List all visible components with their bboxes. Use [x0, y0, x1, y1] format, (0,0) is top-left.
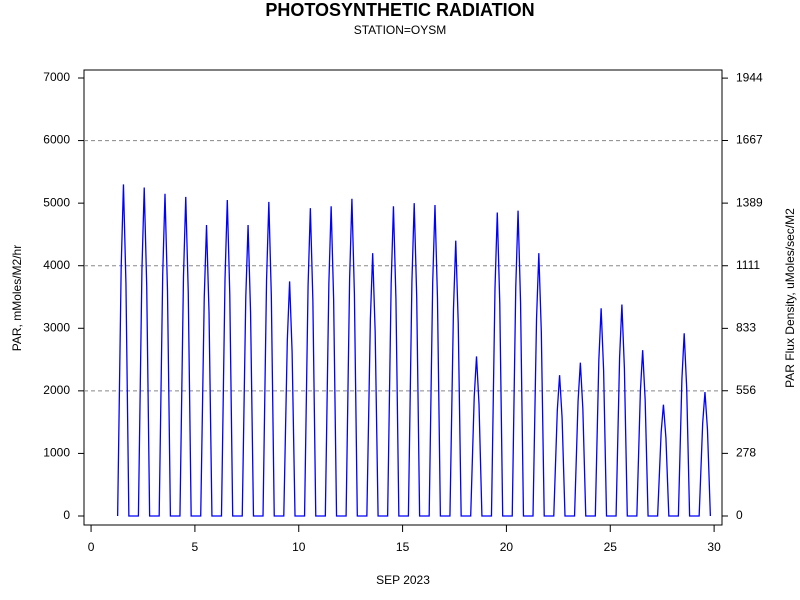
data-line — [116, 184, 712, 517]
x-tick-label: 25 — [604, 540, 618, 554]
y-tick-label: 3000 — [43, 320, 70, 334]
y-tick-label: 0 — [63, 508, 70, 522]
y-tick-label: 6000 — [43, 133, 70, 147]
y2-tick-label: 0 — [736, 508, 743, 522]
y2-tick-label: 1667 — [736, 133, 763, 147]
y-tick-label: 7000 — [43, 70, 70, 84]
y2-tick-label: 1389 — [736, 195, 763, 209]
y-tick-label: 2000 — [43, 383, 70, 397]
x-tick-label: 30 — [707, 540, 721, 554]
y2-tick-label: 1944 — [736, 70, 763, 84]
x-tick-label: 20 — [500, 540, 514, 554]
y-tick-label: 5000 — [43, 195, 70, 209]
chart-title: PHOTOSYNTHETIC RADIATION — [265, 0, 534, 20]
x-axis-label: SEP 2023 — [376, 573, 430, 587]
x-tick-label: 5 — [192, 540, 199, 554]
y2-tick-label: 833 — [736, 321, 756, 335]
y-tick-label: 1000 — [43, 446, 70, 460]
y2-tick-label: 1111 — [736, 258, 760, 272]
y-tick-label: 4000 — [43, 258, 70, 272]
x-tick-label: 0 — [88, 540, 95, 554]
y2-tick-label: 278 — [736, 446, 756, 460]
chart-subtitle: STATION=OYSM — [354, 23, 447, 37]
y2-axis-label: PAR Flux Density, uMoles/sec/M2 — [783, 208, 797, 388]
y2-tick-label: 556 — [736, 383, 756, 397]
x-tick-label: 15 — [396, 540, 410, 554]
x-tick-label: 10 — [292, 540, 306, 554]
y-axis-label: PAR, mMoles/M2/hr — [10, 245, 24, 351]
